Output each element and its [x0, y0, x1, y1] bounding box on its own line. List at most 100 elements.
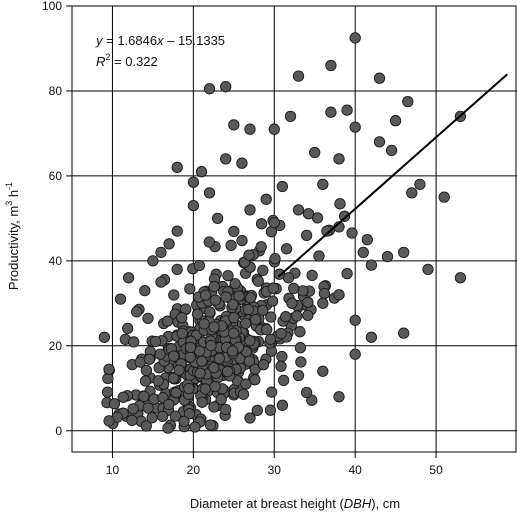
x-tick-label: 50	[429, 463, 443, 477]
r-squared-value: = 0.322	[110, 54, 157, 69]
data-point	[251, 404, 263, 417]
equation-slope: = 1.6846	[103, 33, 158, 48]
data-point	[257, 304, 269, 316]
data-point	[140, 420, 152, 432]
data-point	[183, 408, 196, 420]
data-point	[139, 375, 152, 387]
data-point	[187, 176, 200, 188]
data-point	[333, 289, 345, 301]
data-point	[280, 243, 293, 255]
data-point	[101, 386, 114, 398]
r-squared-label: R2 = 0.322	[96, 52, 158, 69]
data-point	[292, 369, 305, 382]
r-squared-r: R	[96, 54, 105, 69]
data-point	[261, 323, 273, 336]
data-point	[349, 121, 361, 133]
data-point	[205, 339, 217, 352]
equation-y-var: y	[95, 33, 104, 48]
data-point	[260, 193, 272, 205]
data-point	[265, 386, 278, 398]
axis-ticks	[66, 5, 437, 458]
x-axis-title-suffix: ), cm	[371, 496, 400, 511]
data-point	[346, 227, 358, 239]
data-point	[228, 119, 240, 131]
data-point	[149, 335, 162, 348]
data-point	[242, 303, 254, 316]
data-point	[275, 360, 287, 372]
data-point	[196, 355, 208, 367]
data-point	[255, 241, 267, 253]
data-point	[249, 374, 261, 386]
data-point	[286, 297, 298, 309]
data-point	[176, 312, 188, 324]
data-point	[208, 321, 220, 333]
data-point	[127, 403, 139, 415]
data-point	[220, 153, 232, 165]
data-point	[268, 123, 280, 135]
data-point	[176, 327, 188, 340]
r-squared-sup: 2	[105, 52, 110, 62]
data-point	[196, 396, 208, 408]
data-point	[243, 355, 256, 367]
data-point	[117, 391, 129, 403]
data-point	[276, 350, 288, 363]
data-point	[169, 410, 181, 422]
data-point	[325, 59, 337, 72]
data-point	[341, 104, 353, 116]
data-point	[288, 282, 300, 295]
data-point	[184, 341, 197, 354]
data-point	[198, 318, 210, 330]
equation-x-var: x	[156, 33, 164, 48]
data-point	[189, 421, 201, 433]
data-point	[338, 210, 351, 222]
data-point	[385, 144, 398, 157]
data-point	[438, 191, 450, 203]
data-point	[170, 387, 182, 399]
data-point	[236, 234, 248, 247]
data-point	[292, 204, 305, 216]
y-tick-label: 20	[49, 339, 63, 353]
data-point	[302, 309, 314, 322]
data-point	[266, 295, 279, 307]
data-point	[333, 391, 345, 403]
data-point	[168, 289, 180, 301]
data-point	[213, 352, 225, 365]
data-point	[143, 353, 156, 365]
data-point	[108, 398, 121, 410]
data-point	[204, 306, 216, 318]
data-point	[208, 362, 220, 374]
data-point	[236, 157, 248, 169]
data-point	[204, 419, 217, 431]
y-axis-title-sup2: -1	[4, 182, 14, 190]
data-point	[237, 388, 250, 400]
y-tick-label: 80	[49, 84, 63, 98]
data-point	[357, 246, 369, 259]
data-point	[321, 225, 333, 237]
data-point	[267, 282, 280, 294]
data-point	[317, 365, 329, 377]
data-point	[276, 399, 289, 411]
data-point	[414, 178, 426, 191]
data-point	[199, 289, 212, 301]
x-axis-title-italic: DBH	[344, 496, 372, 511]
data-point	[191, 308, 204, 320]
data-point	[381, 250, 394, 263]
data-point	[103, 363, 115, 376]
data-point	[454, 272, 467, 284]
data-point	[280, 311, 292, 323]
data-point	[244, 335, 256, 347]
data-point	[228, 225, 240, 238]
data-point	[208, 280, 220, 293]
data-point	[249, 313, 262, 326]
data-point	[155, 246, 167, 259]
data-point	[228, 311, 240, 324]
data-point	[122, 322, 134, 335]
data-point	[183, 382, 195, 395]
data-point	[220, 291, 232, 303]
data-point	[222, 270, 234, 282]
data-point	[162, 422, 174, 434]
y-axis-title-sup1: 3	[4, 201, 14, 206]
data-point	[276, 180, 289, 193]
data-point	[297, 285, 309, 297]
